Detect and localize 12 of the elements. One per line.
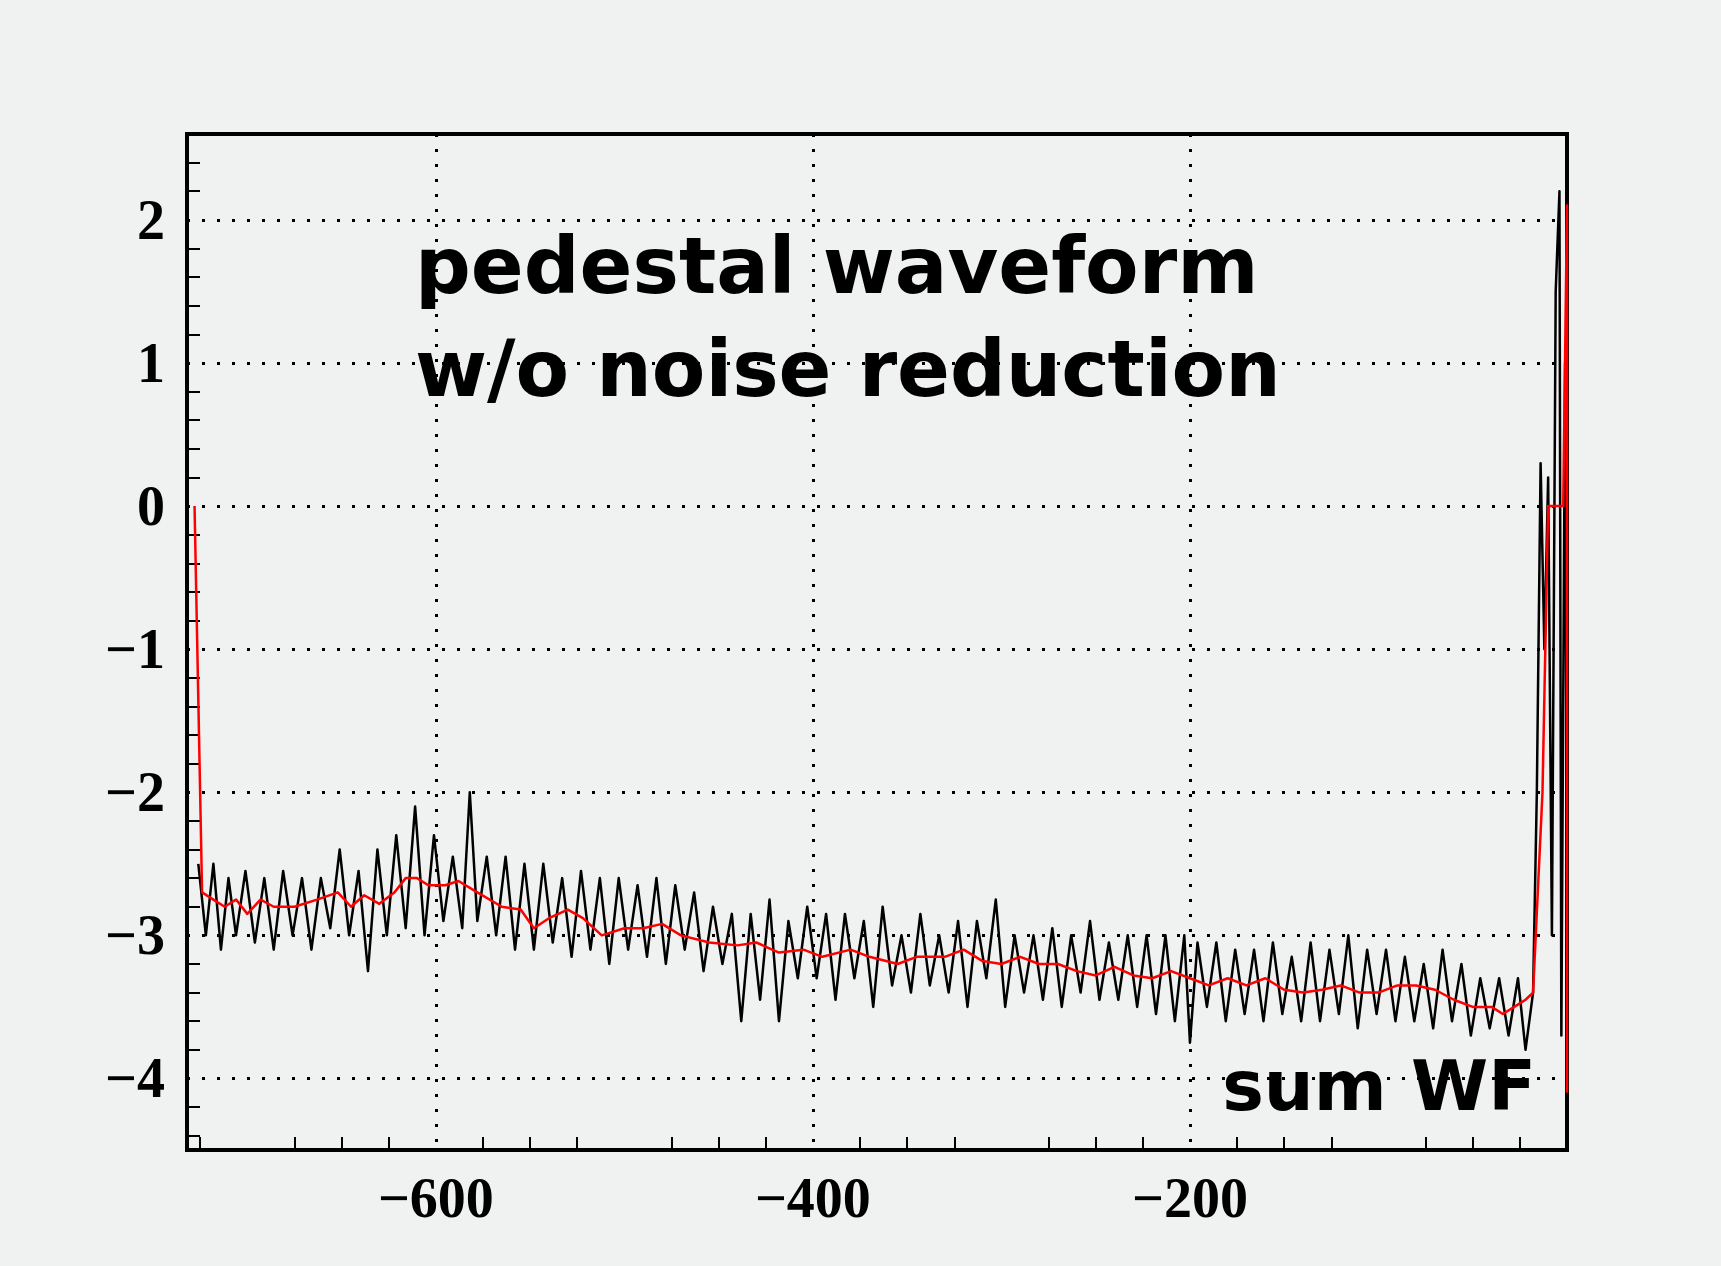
x-tick-label: −400 (754, 1167, 871, 1229)
y-tick-label: −4 (105, 1047, 165, 1110)
y-tick-label: 1 (137, 331, 165, 394)
y-tick-label: −1 (105, 618, 165, 681)
x-tick-label: −600 (377, 1167, 494, 1229)
y-tick-label: −2 (105, 761, 165, 824)
annotation: pedestal waveform w/o noise reduction (415, 221, 1281, 415)
annotation: sum WF (1222, 1045, 1536, 1128)
y-tick-label: 0 (137, 475, 165, 538)
x-tick-label: −200 (1131, 1167, 1248, 1229)
y-tick-label: 2 (137, 188, 165, 251)
y-tick-label: −3 (105, 904, 165, 967)
